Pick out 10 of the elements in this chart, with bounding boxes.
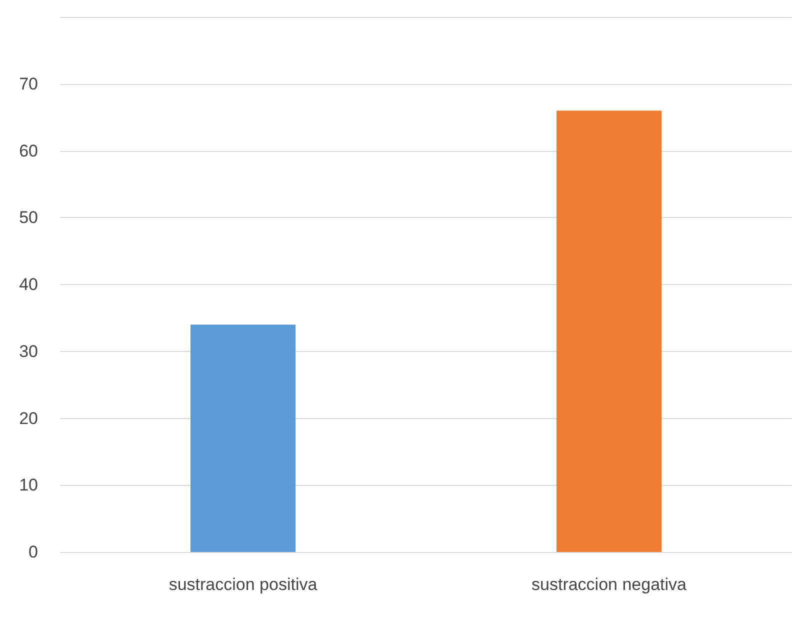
- y-tick-label: 20: [19, 408, 38, 428]
- y-tick-label: 30: [19, 342, 38, 361]
- y-tick-label: 70: [19, 74, 38, 94]
- y-tick-label: 50: [19, 208, 38, 228]
- y-tick-label: 60: [19, 141, 38, 160]
- y-tick-label: 0: [28, 542, 38, 562]
- y-tick-label: 40: [19, 275, 38, 294]
- x-tick-label: sustraccion positiva: [168, 575, 318, 594]
- x-tick-label: sustraccion negativa: [532, 575, 688, 594]
- y-tick-label: 10: [19, 476, 38, 495]
